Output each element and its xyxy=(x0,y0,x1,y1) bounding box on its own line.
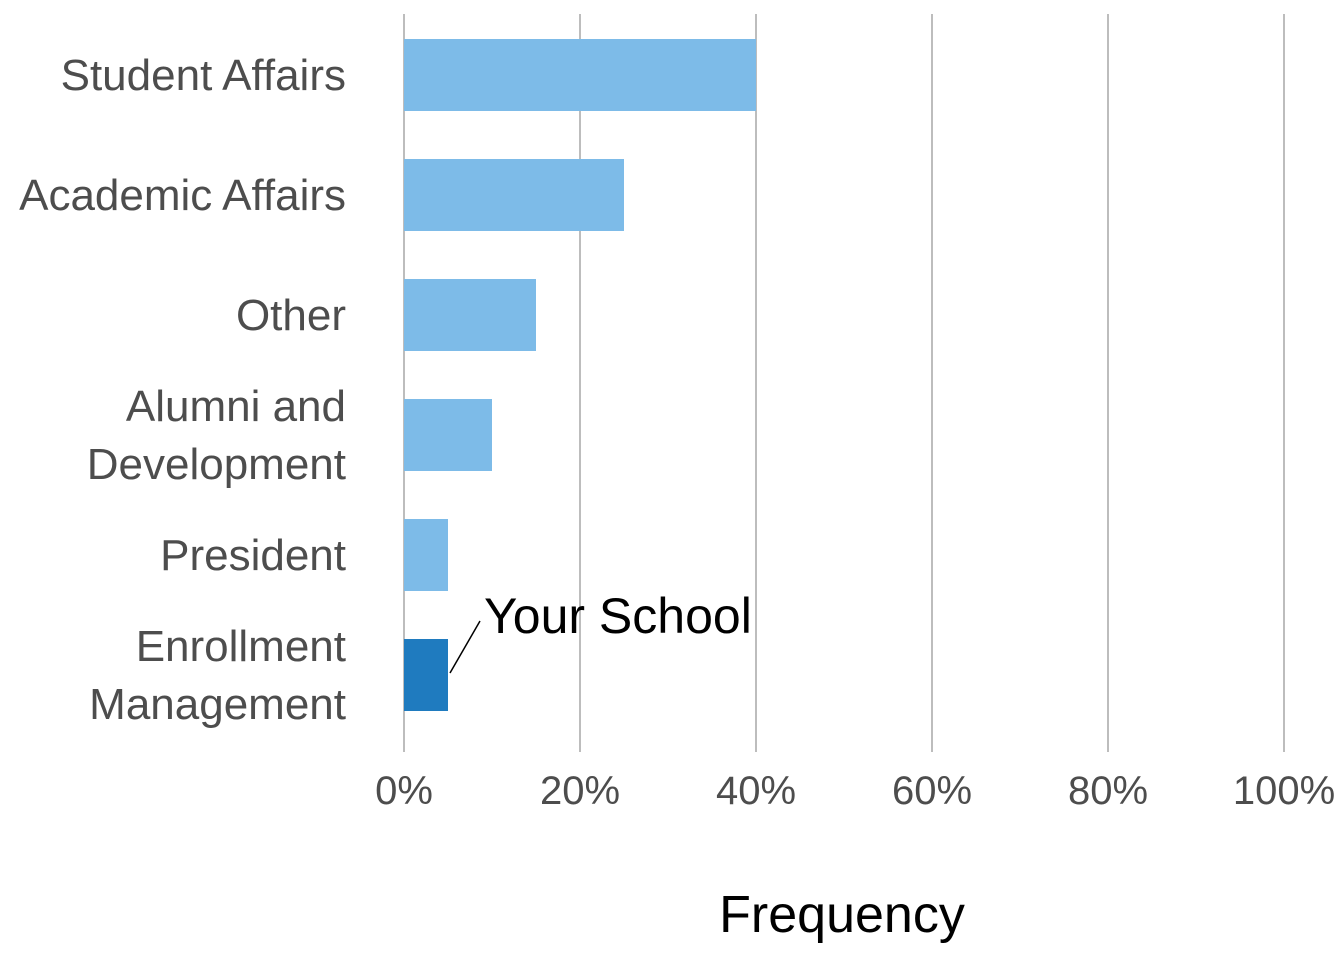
category-label-other: Other xyxy=(236,291,346,340)
category-label-student-affairs: Student Affairs xyxy=(61,51,346,100)
bar-student-affairs xyxy=(404,39,756,111)
bar-president xyxy=(404,519,448,591)
category-label-alumni-and-development: Alumni and Development xyxy=(87,382,346,489)
bar-other xyxy=(404,279,536,351)
category-label-line: Academic Affairs xyxy=(19,171,346,220)
category-label-line: Other xyxy=(236,291,346,340)
category-labels: Student Affairs Academic Affairs Other Alum… xyxy=(19,51,346,729)
category-label-president: President xyxy=(160,531,346,580)
annotation: Your School xyxy=(449,588,752,674)
x-tick-label: 0% xyxy=(375,769,433,813)
x-tick-label: 100% xyxy=(1233,769,1335,813)
x-tick-label: 20% xyxy=(540,769,620,813)
bar-enrollment-management xyxy=(404,639,448,711)
gridlines xyxy=(403,14,1285,752)
category-label-line: Development xyxy=(87,440,346,489)
x-tick-label: 40% xyxy=(716,769,796,813)
category-label-line: Alumni and xyxy=(126,382,346,431)
annotation-your-school: Your School xyxy=(484,588,752,644)
x-axis-title: Frequency xyxy=(719,886,965,944)
category-label-line: Enrollment xyxy=(136,622,346,671)
bar-academic-affairs xyxy=(404,159,624,231)
bars xyxy=(404,39,756,711)
category-label-line: Management xyxy=(89,680,346,729)
category-label-academic-affairs: Academic Affairs xyxy=(19,171,346,220)
x-tick-label: 80% xyxy=(1068,769,1148,813)
category-label-enrollment-management: Enrollment Management xyxy=(89,622,346,729)
bar-alumni-and-development xyxy=(404,399,492,471)
x-tick-labels: 0% 20% 40% 60% 80% 100% xyxy=(375,769,1335,813)
x-tick-label: 60% xyxy=(892,769,972,813)
annotation-leader-line xyxy=(449,620,481,674)
category-label-line: Student Affairs xyxy=(61,51,346,100)
category-label-line: President xyxy=(160,531,346,580)
